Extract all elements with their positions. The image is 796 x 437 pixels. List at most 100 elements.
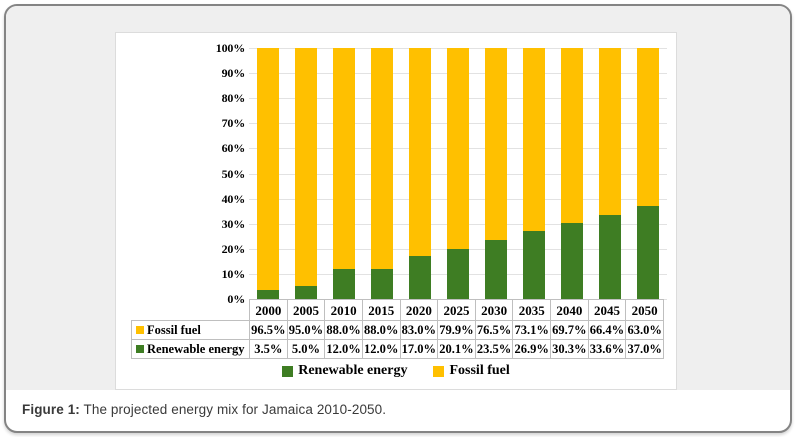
year-header-cell-2030: 2030 [474,299,514,321]
y-axis-tick-label: 20% [221,241,246,256]
year-header-cell-2015: 2015 [361,299,401,321]
value-cell-renewable-energy-2025: 20.1% [437,339,476,359]
legend-label: Renewable energy [298,363,408,378]
value-cell-renewable-energy-2035: 26.9% [512,339,551,359]
year-header-cell-2035: 2035 [512,299,551,321]
value-cell-fossil-fuel-2045: 66.4% [587,320,627,340]
value-cell-fossil-fuel-2035: 73.1% [512,320,551,340]
bar-segment-renewable-energy-2015 [371,268,393,299]
bar-segment-renewable-energy-2020 [409,256,431,299]
fossil-fuel-swatch-icon [136,325,144,334]
year-header-cell-2040: 2040 [550,299,589,321]
legend-label: Fossil fuel [449,363,510,378]
y-axis-tick-label: 90% [221,66,246,81]
value-cell-renewable-energy-2050: 37.0% [625,339,664,359]
bar-segment-renewable-energy-2050 [637,206,659,299]
bar-segment-renewable-energy-2010 [333,268,355,299]
bar-column-2025 [439,48,477,299]
value-cell-renewable-energy-2030: 23.5% [474,339,514,359]
y-axis-tick-label: 10% [221,266,246,281]
legend-item-fossil-fuel: Fossil fuel [433,363,510,379]
data-table-row-renewable-energy: Renewable energy 3.5% 5.0% 12.0% 12.0% 17.0% 2… [131,339,664,359]
year-header-cell-2045: 2045 [587,299,627,321]
figure-caption-label: Figure 1: [22,402,80,417]
value-cell-fossil-fuel-2040: 69.7% [550,320,589,340]
data-table-corner-cell [132,300,250,321]
value-cell-fossil-fuel-2050: 63.0% [625,320,664,340]
value-cell-fossil-fuel-2025: 79.9% [437,320,476,340]
y-axis-tick-label: 50% [221,166,246,181]
bar-column-2040 [553,48,591,299]
y-axis-tick-label: 70% [221,116,246,131]
bar-segment-fossil-fuel-2025 [447,48,469,249]
figure-card: 100% 90% 80% 70% 60% 50% 40% 30% 20% 10% 0% 2000 20… [4,4,792,433]
bar-segment-fossil-fuel-2005 [295,48,317,287]
data-table-body: 2000 2005 2010 2015 2020 2025 2030 2035 2040 2045… [131,299,664,359]
year-header-cell-2005: 2005 [286,299,326,321]
bar-segment-fossil-fuel-2050 [637,48,659,207]
value-cell-renewable-energy-2010: 12.0% [324,339,363,359]
value-cell-renewable-energy-2000: 3.5% [249,339,288,359]
bar-column-2010 [325,48,363,299]
chart-plot-area [249,48,667,300]
y-axis-tick-label: 30% [221,216,246,231]
value-cell-renewable-energy-2005: 5.0% [286,339,326,359]
bar-column-2015 [363,48,401,299]
bar-segment-renewable-energy-2000 [257,290,279,299]
value-cell-fossil-fuel-2000: 96.5% [249,320,288,340]
value-cell-fossil-fuel-2015: 88.0% [361,320,401,340]
bar-column-2050 [629,48,667,299]
bar-segment-fossil-fuel-2045 [599,48,621,215]
bar-segment-fossil-fuel-2035 [523,48,545,232]
bar-segment-fossil-fuel-2030 [485,48,507,241]
bar-column-2030 [477,48,515,299]
y-axis-tick-label: 100% [215,41,245,55]
legend-item-renewable-energy: Renewable energy [282,363,407,379]
bar-series [249,48,667,299]
bar-segment-renewable-energy-2030 [485,240,507,299]
bar-segment-renewable-energy-2035 [523,231,545,299]
bar-segment-renewable-energy-2045 [599,214,621,299]
bar-column-2020 [401,48,439,299]
data-table-row-fossil-fuel: Fossil fuel 96.5% 95.0% 88.0% 88.0% 83.0% 79.9… [131,320,664,340]
fossil-fuel-legend-swatch-icon [433,365,445,377]
data-table-header-row: 2000 2005 2010 2015 2020 2025 2030 2035 2040 2045… [132,299,664,321]
bar-segment-renewable-energy-2040 [561,222,583,299]
y-axis-tick-label: 40% [221,191,246,206]
chart-legend: Renewable energy Fossil fuel [116,363,676,379]
bar-column-2045 [591,48,629,299]
value-cell-fossil-fuel-2030: 76.5% [474,320,514,340]
year-header-cell-2025: 2025 [437,299,476,321]
data-table-wrap: 2000 2005 2010 2015 2020 2025 2030 2035 2040 2045… [131,299,664,359]
bar-column-2035 [515,48,553,299]
y-axis: 100% 90% 80% 70% 60% 50% 40% 30% 20% 10% 0% [116,41,246,306]
value-cell-fossil-fuel-2010: 88.0% [324,320,363,340]
value-cell-renewable-energy-2045: 33.6% [587,339,627,359]
bar-column-2000 [249,48,287,299]
value-cell-renewable-energy-2020: 17.0% [399,339,439,359]
bar-segment-renewable-energy-2005 [295,286,317,299]
value-cell-renewable-energy-2015: 12.0% [361,339,401,359]
bar-column-2005 [287,48,325,299]
renewable-energy-legend-swatch-icon [282,365,294,377]
renewable-energy-swatch-icon [136,344,144,353]
row-label-renewable-energy: Renewable energy [131,339,250,359]
year-header-cell-2050: 2050 [625,299,664,321]
y-axis-tick-label: 80% [221,91,246,106]
chart-panel: 100% 90% 80% 70% 60% 50% 40% 30% 20% 10% 0% 2000 20… [6,6,790,390]
data-table: 2000 2005 2010 2015 2020 2025 2030 2035 2040 2045… [131,299,664,359]
bar-segment-fossil-fuel-2010 [333,48,355,269]
value-cell-renewable-energy-2040: 30.3% [550,339,589,359]
y-axis-tick-label: 0% [227,292,245,306]
year-header-cell-2010: 2010 [324,299,363,321]
bar-segment-fossil-fuel-2040 [561,48,583,223]
chart-area: 100% 90% 80% 70% 60% 50% 40% 30% 20% 10% 0% 2000 20… [115,32,677,390]
row-label-fossil-fuel: Fossil fuel [131,320,250,340]
value-cell-fossil-fuel-2005: 95.0% [286,320,326,340]
bar-segment-fossil-fuel-2020 [409,48,431,257]
bar-segment-fossil-fuel-2015 [371,48,393,269]
year-header-cell-2000: 2000 [249,299,288,321]
figure-caption: Figure 1: The projected energy mix for J… [22,402,386,417]
value-cell-fossil-fuel-2020: 83.0% [399,320,439,340]
